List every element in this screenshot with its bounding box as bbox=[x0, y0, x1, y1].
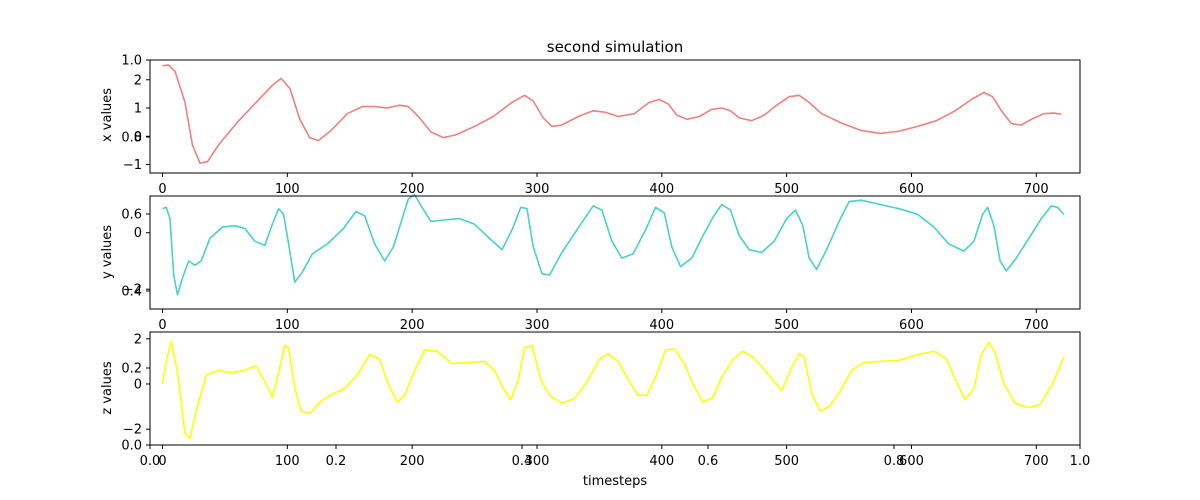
subplot-frame bbox=[149, 59, 1081, 174]
x-tick-label: 100 bbox=[275, 454, 300, 469]
subplot-x-values: 0 100 200 300 400 500 600 700 2 1 0 −1 x values bbox=[100, 59, 1081, 197]
y-tick-label: 0 bbox=[134, 226, 142, 241]
x-axis-label: timesteps bbox=[583, 474, 647, 489]
x-tick-label: 0 bbox=[158, 318, 166, 333]
y-axis-label: x values bbox=[100, 88, 115, 142]
x-tick-label: 200 bbox=[400, 318, 425, 333]
x-tick-label: 600 bbox=[899, 182, 924, 197]
y-axis-label: y values bbox=[100, 225, 115, 279]
y-tick-label: −1 bbox=[123, 158, 142, 173]
x-tick-label: 300 bbox=[525, 182, 550, 197]
series-line bbox=[161, 340, 1065, 439]
figure-y-tick-label: 0.6 bbox=[121, 208, 142, 223]
x-tick-label: 500 bbox=[774, 182, 799, 197]
chart-title: second simulation bbox=[547, 38, 683, 56]
x-tick-label: 600 bbox=[899, 454, 924, 469]
figure-x-tick-label: 0.0 bbox=[140, 454, 161, 469]
series-line bbox=[162, 193, 1065, 296]
figure-y-tick-label: 0.8 bbox=[121, 131, 142, 146]
y-tick-label: 0 bbox=[134, 130, 142, 145]
subplot-y-values: 0 100 200 300 400 500 600 700 0 −2 y values bbox=[100, 193, 1081, 333]
y-tick-label: 2 bbox=[134, 332, 142, 347]
subplot-frame bbox=[149, 331, 1081, 446]
figure-x-tick-label: 1.0 bbox=[1070, 454, 1091, 469]
x-tick-label: 300 bbox=[525, 318, 550, 333]
y-tick-label: 0 bbox=[134, 377, 142, 392]
x-tick-label: 700 bbox=[1024, 454, 1049, 469]
x-tick-label: 400 bbox=[649, 182, 674, 197]
figure-x-tick-label: 0.6 bbox=[698, 454, 719, 469]
x-tick-label: 700 bbox=[1024, 318, 1049, 333]
subplot-frame bbox=[149, 195, 1081, 310]
x-tick-label: 300 bbox=[525, 454, 550, 469]
x-tick-label: 700 bbox=[1024, 182, 1049, 197]
y-axis-label: z values bbox=[100, 361, 115, 414]
x-tick-label: 500 bbox=[774, 318, 799, 333]
y-tick-label: −2 bbox=[123, 423, 142, 438]
figure-background-axis: 0.0 0.2 0.4 0.6 0.8 1.0 0.0 0.2 0.4 0.6 0.8 1.0 bbox=[121, 54, 1090, 470]
figure-y-tick-label: 0.4 bbox=[121, 285, 142, 300]
series-line bbox=[162, 64, 1062, 164]
figure-x-tick-label: 0.8 bbox=[884, 454, 905, 469]
subplot-z-values: 0 100 200 300 400 500 600 700 2 0 −2 z values bbox=[100, 331, 1081, 469]
x-tick-label: 200 bbox=[400, 454, 425, 469]
x-tick-label: 100 bbox=[275, 182, 300, 197]
x-tick-label: 0 bbox=[158, 182, 166, 197]
y-tick-label: −2 bbox=[123, 283, 142, 298]
figure-x-tick-label: 0.4 bbox=[512, 454, 533, 469]
subplot-panel bbox=[150, 332, 1080, 445]
subplot-panel bbox=[150, 60, 1080, 173]
subplot-panel bbox=[150, 196, 1080, 309]
y-tick-label: 2 bbox=[134, 73, 142, 88]
x-tick-label: 500 bbox=[774, 454, 799, 469]
x-tick-label: 600 bbox=[899, 318, 924, 333]
y-tick-label: 1 bbox=[134, 102, 142, 117]
x-tick-label: 400 bbox=[649, 318, 674, 333]
x-tick-label: 200 bbox=[400, 182, 425, 197]
x-tick-label: 400 bbox=[649, 454, 674, 469]
figure-y-tick-label: 0.2 bbox=[121, 362, 142, 377]
x-tick-label: 100 bbox=[275, 318, 300, 333]
x-tick-label: 0 bbox=[158, 454, 166, 469]
figure-y-tick-label: 0.0 bbox=[121, 439, 142, 454]
figure-y-tick-label: 1.0 bbox=[121, 54, 142, 69]
figure-x-tick-label: 0.2 bbox=[326, 454, 347, 469]
